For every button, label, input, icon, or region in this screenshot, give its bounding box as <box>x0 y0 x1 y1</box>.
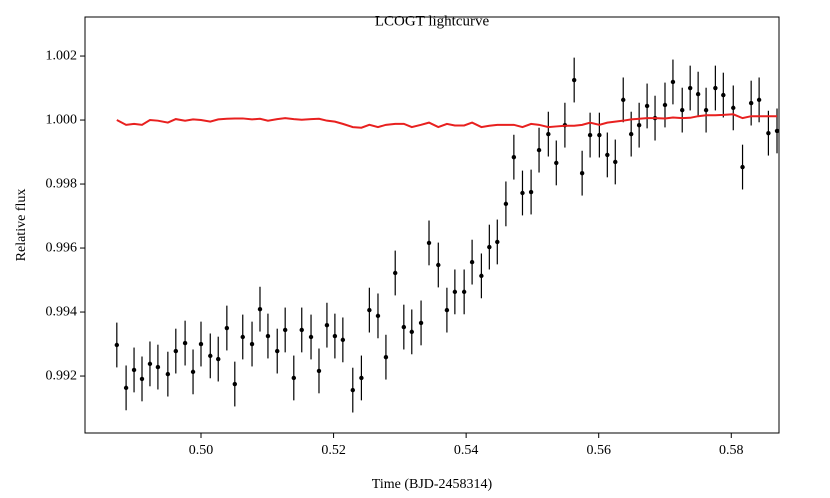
data-point <box>340 337 346 343</box>
data-point <box>375 313 381 319</box>
x-tick-label: 0.58 <box>719 443 744 458</box>
data-point <box>511 154 517 160</box>
data-point <box>554 160 559 166</box>
data-point <box>114 342 120 348</box>
data-point <box>282 327 288 333</box>
data-point <box>257 306 263 312</box>
data-point <box>393 270 398 276</box>
data-point <box>444 307 450 313</box>
data-point <box>308 334 314 340</box>
y-tick-label: 0.998 <box>46 176 78 191</box>
data-point <box>687 85 693 91</box>
data-point <box>731 105 736 111</box>
x-tick-label: 0.54 <box>454 443 479 458</box>
data-point <box>662 102 668 108</box>
data-point <box>367 307 372 313</box>
y-tick-label: 0.992 <box>46 368 78 383</box>
data-point <box>503 201 509 207</box>
y-tick-label: 0.994 <box>46 304 78 319</box>
x-tick-label: 0.50 <box>189 443 214 458</box>
data-point <box>756 97 762 103</box>
data-point <box>190 369 196 375</box>
data-point <box>173 348 179 354</box>
data-point <box>383 354 389 360</box>
data-point <box>291 375 296 381</box>
data-point <box>740 164 745 170</box>
data-point <box>123 385 129 391</box>
data-point <box>131 367 137 373</box>
data-point <box>275 348 280 354</box>
model-line <box>116 113 778 129</box>
data-point <box>495 239 500 245</box>
y-axis-label: Relative flux <box>14 189 29 262</box>
data-point <box>571 77 577 83</box>
data-point <box>461 289 467 295</box>
data-point <box>487 244 492 250</box>
data-point <box>644 103 650 109</box>
data-point <box>350 387 355 393</box>
data-point <box>546 131 551 137</box>
data-point <box>636 122 642 128</box>
data-point <box>621 97 626 103</box>
x-tick-label: 0.52 <box>321 443 346 458</box>
data-point <box>695 91 701 97</box>
data-point <box>316 368 322 374</box>
y-tick-label: 0.996 <box>46 240 78 255</box>
data-point <box>579 170 585 176</box>
data-point <box>401 324 407 330</box>
data-point <box>748 100 754 106</box>
data-point <box>721 92 726 98</box>
data-point <box>299 327 304 333</box>
chart-title: LCOGT lightcurve <box>375 13 490 29</box>
data-point <box>324 322 330 328</box>
data-point <box>265 333 271 339</box>
data-point <box>520 190 525 196</box>
data-point <box>216 356 221 362</box>
data-point <box>628 131 634 137</box>
data-point <box>469 259 475 265</box>
data-point <box>165 371 171 377</box>
data-point <box>139 376 145 382</box>
data-point <box>587 132 593 138</box>
data-point <box>605 152 610 158</box>
data-point <box>436 262 441 268</box>
data-point <box>332 333 338 339</box>
data-point <box>713 85 718 91</box>
data-point <box>766 130 771 136</box>
data-point <box>232 381 238 387</box>
data-point <box>182 340 188 346</box>
data-point <box>680 107 685 113</box>
data-point <box>240 334 245 340</box>
data-point <box>426 240 432 246</box>
data-point <box>670 79 676 85</box>
data-point <box>452 289 458 295</box>
data-point <box>613 159 618 165</box>
y-tick-label: 1.000 <box>46 112 78 127</box>
data-point <box>249 341 255 347</box>
data-point <box>198 341 204 347</box>
x-axis-label: Time (BJD-2458314) <box>372 477 493 492</box>
plot-frame <box>84 16 780 434</box>
data-point <box>147 361 153 367</box>
data-point <box>409 329 414 335</box>
data-point <box>536 147 542 153</box>
data-point <box>418 320 424 326</box>
data-point <box>597 132 602 138</box>
y-tick-label: 1.002 <box>46 48 78 63</box>
data-point <box>774 128 780 134</box>
data-point <box>224 325 230 331</box>
data-point <box>703 107 709 113</box>
data-point <box>359 375 364 381</box>
data-point <box>208 353 213 359</box>
data-point <box>528 189 534 195</box>
data-point <box>479 273 484 279</box>
x-tick-label: 0.56 <box>586 443 611 458</box>
data-point <box>155 364 161 370</box>
